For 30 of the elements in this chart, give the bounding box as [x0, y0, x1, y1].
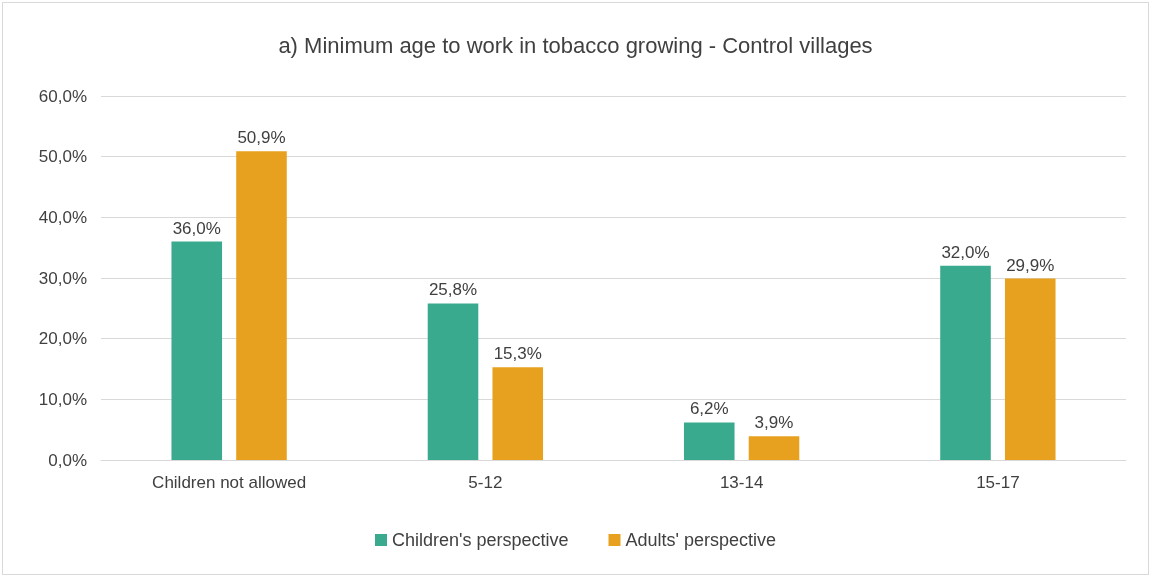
y-tick-label: 0,0% [48, 450, 87, 470]
bar [492, 367, 544, 460]
bar [236, 151, 287, 460]
data-label: 50,9% [237, 128, 286, 148]
y-tick-label: 60,0% [38, 86, 87, 106]
y-tick-label: 30,0% [38, 268, 87, 288]
data-label: 29,9% [1006, 255, 1055, 275]
bar [683, 422, 735, 460]
legend-label: Adults' perspective [625, 530, 777, 550]
y-tick-label: 40,0% [38, 207, 87, 227]
data-label: 6,2% [689, 399, 729, 419]
y-tick-label: 50,0% [38, 147, 87, 167]
bar [1004, 278, 1056, 460]
data-label: 25,8% [428, 280, 478, 300]
bar [427, 303, 479, 460]
x-tick-label: 13-14 [719, 473, 764, 492]
legend-label: Children's perspective [391, 530, 569, 550]
y-tick-label: 10,0% [38, 389, 87, 409]
chart-title: a) Minimum age to work in tobacco growing - Control villages [278, 32, 873, 58]
data-label: 3,9% [754, 413, 794, 433]
data-label: 15,3% [493, 344, 542, 364]
y-tick-label: 20,0% [38, 329, 87, 349]
bar [940, 265, 991, 460]
bar [748, 436, 800, 460]
x-tick-label: 15-17 [976, 473, 1020, 492]
x-tick-label: Children not allowed [152, 473, 307, 492]
x-tick-label: 5-12 [468, 473, 503, 492]
data-label: 32,0% [941, 242, 990, 262]
data-label: 36,0% [172, 218, 221, 238]
bar [171, 241, 223, 460]
